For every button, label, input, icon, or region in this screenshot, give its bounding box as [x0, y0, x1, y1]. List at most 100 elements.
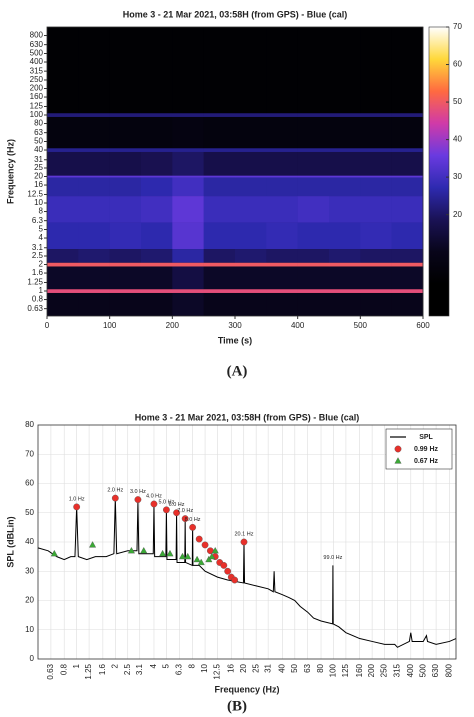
heatmap-cell: [78, 292, 110, 316]
data-point: [220, 562, 228, 569]
heatmap-cell: [266, 266, 298, 290]
y-tick-label: 250: [30, 75, 44, 84]
peak-label: 5.0 Hz: [158, 499, 174, 505]
y-tick-label: 0.8: [32, 295, 44, 304]
heatmap-cell: [172, 222, 204, 250]
heatmap-cell: [47, 222, 79, 250]
x-axis-label: Frequency (Hz): [214, 684, 279, 694]
heatmap-cell: [329, 196, 361, 223]
heatmap-cell: [172, 175, 204, 178]
heatmap-cell: [391, 175, 424, 178]
heatmap-cell: [235, 177, 267, 197]
heatmap-cell: [109, 262, 142, 267]
colorbar-tick-label: 70: [453, 22, 462, 31]
heatmap-cell: [109, 177, 142, 197]
heatmap-cell: [297, 175, 330, 178]
heatmap-cell: [266, 292, 298, 316]
data-point: [127, 546, 135, 554]
panel-label: (B): [227, 698, 247, 714]
x-tick-label: 1.25: [84, 663, 93, 679]
heatmap-cell: [329, 113, 361, 117]
heatmap-cell: [78, 262, 110, 267]
heatmap-cell: [266, 222, 298, 250]
heatmap-cell: [329, 27, 361, 114]
heatmap-cell: [235, 249, 267, 263]
heatmap-cell: [360, 249, 392, 263]
heatmap-cell: [266, 148, 298, 152]
heatmap-cell: [141, 292, 173, 316]
y-tick-label: 2.5: [32, 251, 44, 260]
heatmap-cell: [203, 177, 236, 197]
heatmap-cell: [203, 196, 236, 223]
x-tick-label: 10: [200, 663, 209, 672]
heatmap-cell: [235, 262, 267, 267]
heatmap-cell: [266, 116, 298, 149]
x-tick-label: 500: [354, 321, 368, 330]
x-tick-label: 6.3: [174, 663, 183, 675]
heatmap-cell: [360, 175, 392, 178]
heatmap-cell: [235, 116, 267, 149]
heatmap-cell: [266, 177, 298, 197]
heatmap-cell: [235, 27, 267, 114]
x-tick-label: 0.63: [46, 663, 55, 679]
heatmap-cell: [360, 262, 392, 267]
heatmap-cell: [360, 196, 392, 223]
y-tick-label: 60: [25, 479, 34, 488]
y-tick-label: 100: [30, 110, 44, 119]
x-tick-label: 31: [263, 663, 272, 672]
x-tick-label: 100: [329, 663, 338, 677]
heatmap-cell: [391, 222, 424, 250]
y-tick-label: 0: [30, 654, 35, 663]
heatmap-cell: [172, 266, 204, 290]
spl-line: [37, 498, 457, 648]
heatmap-cell: [297, 148, 330, 152]
heatmap-cell: [109, 266, 142, 290]
data-point: [181, 515, 189, 522]
heatmap-cell: [47, 177, 79, 197]
heatmap-cell: [391, 249, 424, 263]
heatmap-cell: [109, 292, 142, 316]
x-tick-label: 2.5: [123, 663, 132, 675]
heatmap-cell: [391, 289, 424, 293]
x-tick-label: 1.6: [98, 663, 107, 675]
heatmap-cell: [203, 292, 236, 316]
y-tick-label: 125: [30, 102, 44, 111]
y-tick-label: 2: [39, 260, 44, 269]
heatmap-cell: [297, 196, 330, 223]
heatmap-cell: [297, 222, 330, 250]
x-tick-label: 400: [406, 663, 415, 677]
data-point: [184, 552, 192, 560]
y-tick-label: 500: [30, 49, 44, 58]
heatmap-cell: [235, 289, 267, 293]
heatmap-cell: [47, 289, 79, 293]
data-point: [163, 506, 170, 514]
data-point: [189, 523, 197, 531]
heatmap-cell: [78, 27, 110, 114]
y-tick-label: 6.3: [32, 216, 44, 225]
heatmap-cell: [172, 196, 204, 223]
data-point: [89, 541, 97, 548]
x-tick-label: 80: [316, 663, 325, 672]
y-tick-label: 20: [34, 172, 43, 181]
heatmap-cell: [141, 196, 173, 223]
heatmap-cell: [266, 289, 298, 293]
panel-label: (A): [227, 363, 248, 379]
x-tick-label: 8: [188, 663, 197, 668]
y-tick-label: 20: [25, 596, 34, 605]
x-tick-label: 800: [445, 663, 454, 677]
data-point: [208, 552, 216, 560]
heatmap-cell: [360, 289, 392, 293]
data-point: [134, 496, 142, 503]
y-tick-label: 400: [30, 57, 44, 66]
heatmap-cell: [360, 148, 392, 152]
legend-label: 0.99 Hz: [414, 446, 439, 453]
heatmap-cell: [235, 175, 267, 178]
y-tick-label: 16: [34, 180, 43, 189]
data-point: [140, 546, 148, 554]
heatmap-cell: [360, 222, 392, 250]
colorbar-tick-label: 40: [453, 135, 462, 144]
heatmap-cell: [47, 116, 79, 149]
x-tick-label: 200: [367, 663, 376, 677]
heatmap-cell: [297, 249, 330, 263]
